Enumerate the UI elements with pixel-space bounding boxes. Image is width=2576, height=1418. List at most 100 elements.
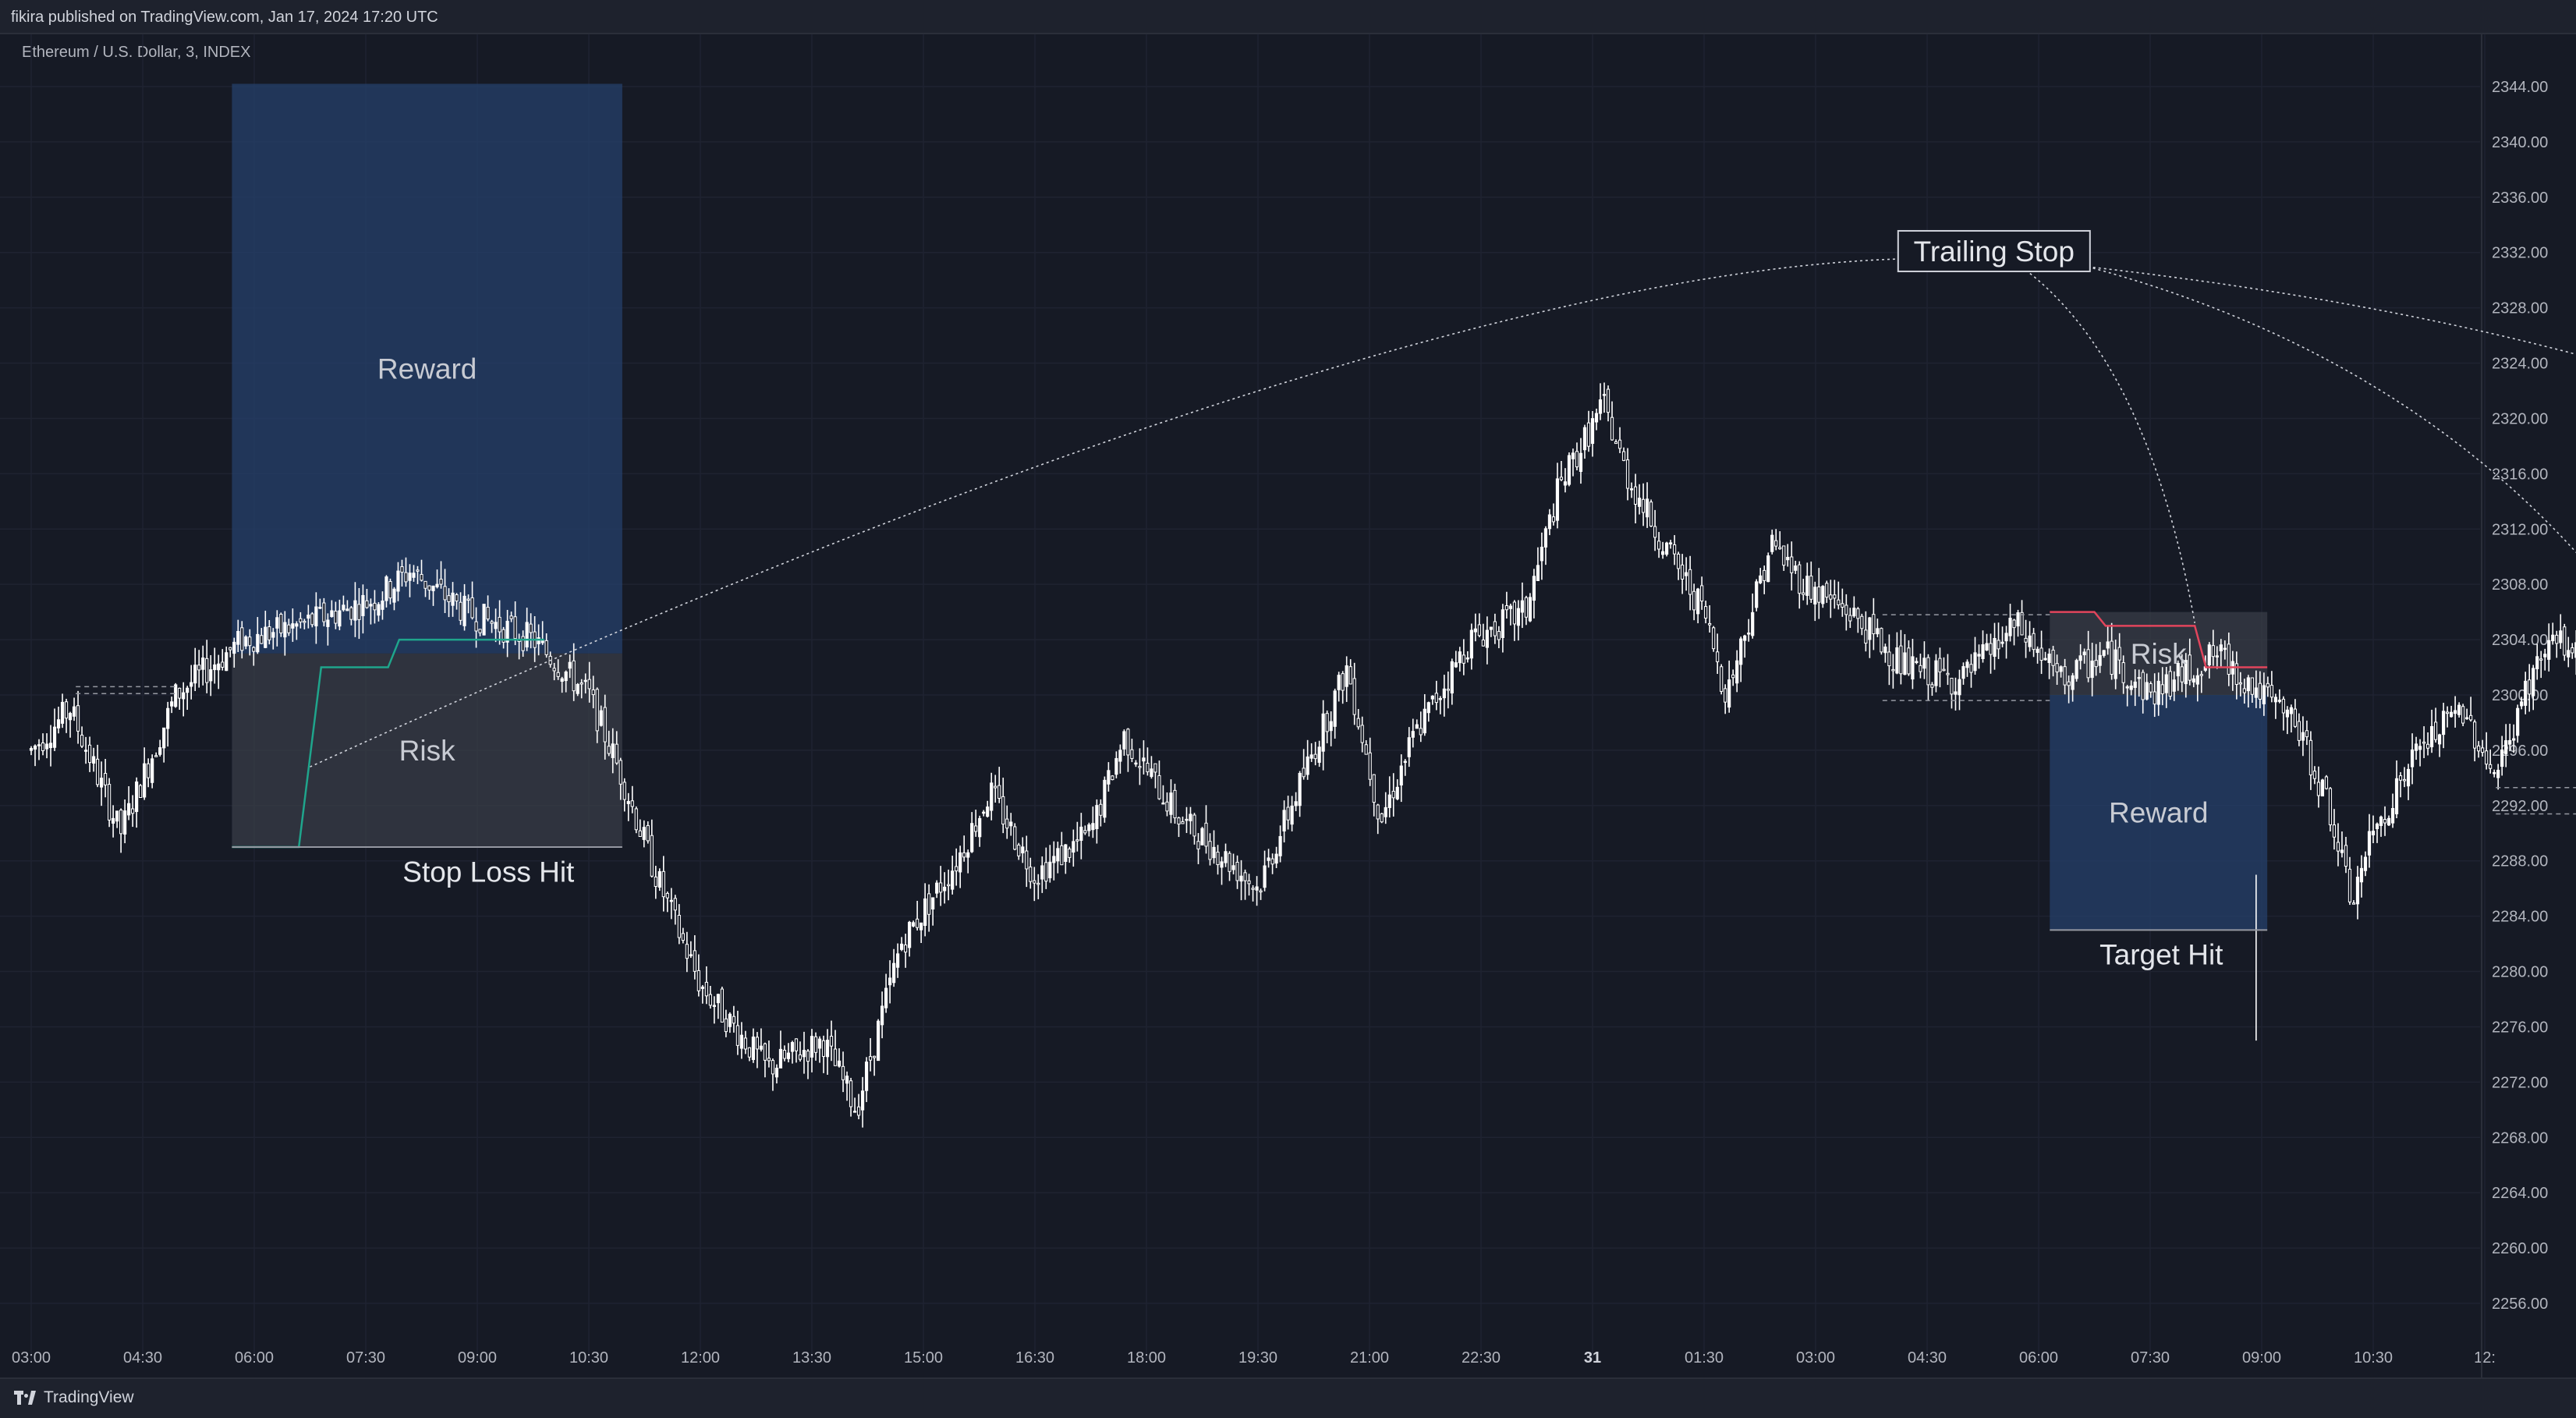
top-bar: fikira published on TradingView.com, Jan…: [0, 0, 2576, 34]
candle-body: [260, 635, 264, 644]
candle-body: [912, 922, 916, 927]
candle-body: [2555, 634, 2559, 644]
candle-body: [87, 744, 92, 764]
y-tick-label: 2256.00: [2492, 1296, 2548, 1313]
candle-body: [2020, 612, 2024, 636]
candle-body: [299, 618, 303, 622]
candle-body: [2347, 868, 2352, 902]
candle-body: [1430, 695, 1434, 700]
candle-body: [2520, 701, 2524, 707]
candle-body: [2176, 662, 2180, 677]
candle-body: [2481, 747, 2485, 753]
candle-body: [2359, 867, 2364, 883]
candle-body: [1200, 828, 1204, 845]
candle-body: [880, 1005, 884, 1026]
candle-body: [587, 679, 591, 690]
candle-body: [864, 1062, 869, 1091]
candle-body: [841, 1065, 845, 1080]
x-tick-label: 09:00: [458, 1349, 497, 1367]
candle-body: [1704, 606, 1708, 619]
candle-body: [872, 1055, 877, 1058]
candle-body: [1582, 427, 1587, 451]
candle-body: [1954, 691, 1958, 695]
candle-body: [1462, 654, 1465, 664]
candle-body: [295, 623, 299, 627]
trailing-stop-pointer: [2021, 266, 2195, 623]
candle-body: [190, 682, 193, 687]
candle-body: [1317, 746, 1321, 763]
candle-body: [1790, 556, 1794, 573]
candle-body: [1669, 542, 1673, 544]
candle-body: [2195, 675, 2199, 685]
candle-body: [2450, 711, 2454, 718]
candle-body: [2524, 680, 2528, 706]
candle-body: [943, 886, 947, 892]
candle-body: [2425, 743, 2430, 749]
candle-body: [1551, 516, 1556, 523]
candle-body: [1809, 576, 1813, 600]
candle-body: [2258, 682, 2262, 700]
candle-body: [1403, 760, 1407, 764]
candle-body: [669, 899, 673, 902]
candle-body: [232, 641, 236, 654]
candle-body: [1946, 672, 1950, 675]
candle-body: [2367, 831, 2372, 856]
candle-body: [673, 898, 677, 911]
candle-body: [1571, 452, 1575, 459]
candle-body: [287, 624, 291, 633]
candle-body: [2156, 680, 2160, 705]
candle-body: [896, 953, 900, 968]
candle-body: [384, 576, 388, 601]
candle-body: [2567, 650, 2571, 658]
candle-body: [115, 810, 119, 822]
candle-body: [162, 727, 166, 749]
price-chart[interactable]: 2344.00 2340.00 2336.00 2332.00 2328.00 2324.…: [0, 34, 2576, 1377]
candle-body: [2351, 902, 2356, 905]
candle-body: [2469, 714, 2473, 721]
candle-body: [2145, 682, 2149, 700]
candle-body: [931, 897, 935, 909]
candle-body: [2207, 644, 2211, 665]
candle-body: [2375, 823, 2379, 829]
candle-body: [377, 604, 381, 616]
candle-body: [1025, 850, 1029, 870]
candle-body: [1087, 824, 1091, 831]
candle-body: [806, 1051, 810, 1062]
candle-body: [735, 1025, 740, 1046]
candle-body: [37, 744, 41, 746]
candle-body: [2153, 691, 2156, 705]
candle-body: [1876, 628, 1880, 635]
x-tick-label: 06:00: [2019, 1349, 2058, 1367]
candle-body: [657, 870, 661, 888]
candle-body: [275, 617, 279, 629]
candle-body: [1724, 688, 1727, 703]
candle-body: [2535, 656, 2539, 669]
x-tick-label: 09:00: [2242, 1349, 2281, 1367]
candle-body: [1146, 763, 1150, 773]
candle-body: [381, 600, 384, 610]
candle-body: [373, 602, 377, 611]
candle-body: [1657, 541, 1661, 550]
candle-body: [1872, 614, 1876, 635]
candle-body: [1005, 818, 1009, 829]
candle-body: [2238, 682, 2242, 685]
x-tick-label: 12:: [2474, 1349, 2496, 1367]
candle-body: [642, 827, 646, 840]
candle-body: [802, 1050, 806, 1058]
candle-body: [264, 626, 268, 648]
y-tick-label: 2268.00: [2492, 1129, 2548, 1147]
candle-body: [72, 706, 76, 717]
y-tick-label: 2272.00: [2492, 1074, 2548, 1091]
candle-body: [1590, 418, 1595, 445]
candle-body: [681, 933, 685, 941]
candle-body: [2308, 739, 2313, 775]
candle-body: [2047, 654, 2051, 664]
candle-body: [1798, 564, 1802, 594]
candle-body: [478, 629, 482, 633]
reward-zone: [232, 83, 622, 654]
tradingview-brand[interactable]: TradingView: [14, 1388, 134, 1407]
candle-body: [1161, 802, 1165, 805]
candle-body: [552, 668, 556, 672]
candle-body: [1860, 615, 1864, 629]
candle-body: [466, 598, 470, 601]
